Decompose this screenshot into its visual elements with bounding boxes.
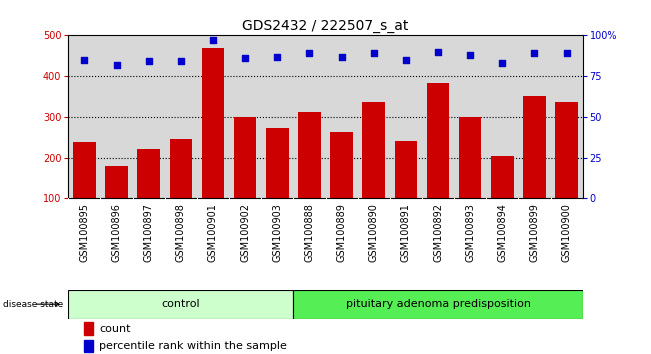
Bar [234,117,256,198]
Text: GSM100894: GSM100894 [497,203,507,262]
Bar [84,340,93,352]
Point [368,51,379,56]
Point [561,51,572,56]
Point [497,60,508,66]
Bar [395,141,417,198]
Point [433,49,443,55]
Bar [73,142,96,198]
Bar [84,322,93,335]
Bar [298,112,321,198]
Bar [202,47,224,198]
Text: GSM100892: GSM100892 [433,203,443,262]
Point [208,38,218,43]
Bar [330,132,353,198]
Text: GSM100888: GSM100888 [305,203,314,262]
Point [529,51,540,56]
Bar [137,149,160,198]
Point [176,59,186,64]
Point [272,54,283,59]
Text: disease state: disease state [3,299,64,309]
Text: GSM100895: GSM100895 [79,203,89,262]
Bar [170,139,192,198]
Bar [555,102,578,198]
Bar [491,156,514,198]
Point [79,57,90,63]
Text: GSM100889: GSM100889 [337,203,346,262]
Text: count: count [99,324,131,333]
Point [143,59,154,64]
Text: GSM100896: GSM100896 [111,203,122,262]
Point [400,57,411,63]
Text: GSM100890: GSM100890 [368,203,379,262]
Text: GSM100897: GSM100897 [144,203,154,262]
Bar [266,128,288,198]
Bar [294,290,583,319]
Text: pituitary adenoma predisposition: pituitary adenoma predisposition [346,299,531,309]
Text: GSM100893: GSM100893 [465,203,475,262]
Text: percentile rank within the sample: percentile rank within the sample [99,341,287,351]
Text: GSM100891: GSM100891 [401,203,411,262]
Text: GSM100902: GSM100902 [240,203,250,262]
Text: GSM100903: GSM100903 [272,203,283,262]
Bar [105,166,128,198]
Text: GSM100898: GSM100898 [176,203,186,262]
Bar [523,96,546,198]
Text: GSM100901: GSM100901 [208,203,218,262]
Text: control: control [161,299,200,309]
Text: GSM100899: GSM100899 [529,203,540,262]
Bar [427,83,449,198]
Point [240,55,251,61]
Title: GDS2432 / 222507_s_at: GDS2432 / 222507_s_at [242,19,409,33]
Point [111,62,122,68]
Bar [459,117,481,198]
Bar [363,102,385,198]
Point [304,51,314,56]
Bar [68,290,294,319]
Point [337,54,347,59]
Text: GSM100900: GSM100900 [562,203,572,262]
Point [465,52,475,58]
